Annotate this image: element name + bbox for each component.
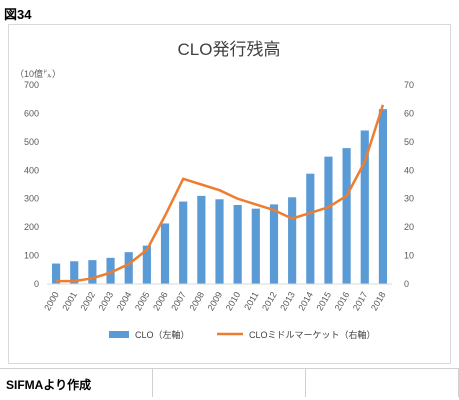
left-axis-ticks: 0 100 200 300 400 500 600 700 [24, 80, 39, 289]
right-tick-label: 10 [404, 251, 414, 261]
bar [342, 148, 351, 284]
legend: CLO（左軸） CLOミドルマーケット（右軸） [109, 329, 376, 340]
series-line [56, 104, 385, 283]
chart-frame: CLO発行残高 （10億㌦） 0 100 200 300 400 500 600 700 0 1… [8, 24, 451, 364]
bar [269, 204, 279, 284]
x-tick-label: 2014 [296, 290, 315, 312]
footer-divider [305, 369, 306, 397]
x-tick-label: 2006 [151, 290, 170, 312]
right-tick-label: 70 [404, 80, 414, 90]
line-series [56, 104, 385, 283]
bar [233, 204, 242, 284]
x-tick-label: 2015 [315, 290, 334, 312]
legend-line-label: CLOミドルマーケット（右軸） [249, 329, 376, 340]
bar [124, 252, 133, 284]
x-tick-label: 2008 [187, 290, 206, 312]
legend-bar-label: CLO（左軸） [135, 329, 190, 340]
x-tick-label: 2017 [351, 290, 370, 312]
x-tick-label: 2010 [224, 290, 243, 312]
bar [251, 208, 260, 284]
left-tick-label: 0 [34, 279, 39, 289]
x-tick-label: 2009 [206, 290, 225, 312]
right-tick-label: 0 [404, 279, 409, 289]
bar [378, 109, 388, 285]
right-tick-label: 20 [404, 222, 414, 232]
x-tick-label: 2011 [242, 290, 260, 312]
x-tick-label: 2003 [97, 290, 116, 312]
left-tick-label: 500 [24, 137, 39, 147]
bar [51, 263, 61, 284]
bar [106, 257, 115, 284]
left-tick-label: 300 [24, 194, 39, 204]
bar [288, 197, 297, 284]
x-axis-ticks: 2000 2001 2002 2003 2004 2005 2006 2007 2008 2009… [42, 290, 388, 312]
bar [324, 156, 333, 284]
footer-row: SIFMAより作成 [0, 368, 459, 397]
left-tick-label: 700 [24, 80, 39, 90]
left-tick-label: 400 [24, 165, 39, 175]
left-axis-unit: （10億㌦） [15, 68, 61, 79]
bar [88, 260, 97, 284]
chart-title: CLO発行残高 [178, 40, 281, 59]
bar [179, 201, 188, 284]
left-tick-label: 600 [24, 108, 39, 118]
right-axis-ticks: 0 10 20 30 40 50 60 70 [404, 80, 414, 289]
right-tick-label: 50 [404, 137, 414, 147]
figure-label: 図34 [4, 7, 32, 22]
footer-divider [152, 369, 153, 397]
chart-svg: CLO発行残高 （10億㌦） 0 100 200 300 400 500 600 700 0 1… [15, 40, 414, 340]
bar [160, 223, 170, 284]
x-tick-label: 2000 [42, 290, 61, 312]
right-tick-label: 30 [404, 194, 414, 204]
right-tick-label: 40 [404, 165, 414, 175]
x-tick-label: 2005 [133, 290, 152, 312]
x-tick-label: 2012 [260, 290, 279, 312]
bar [360, 130, 369, 284]
bar [142, 245, 151, 284]
x-tick-label: 2004 [115, 290, 134, 312]
bar [70, 261, 79, 284]
x-tick-label: 2001 [60, 290, 79, 312]
bar [215, 199, 224, 284]
x-tick-label: 2013 [278, 290, 297, 312]
x-tick-label: 2002 [78, 290, 97, 312]
right-tick-label: 60 [404, 108, 414, 118]
left-tick-label: 200 [24, 222, 39, 232]
source-note: SIFMAより作成 [6, 378, 92, 392]
bar [197, 195, 206, 284]
left-tick-label: 100 [24, 251, 39, 261]
x-tick-label: 2016 [333, 290, 352, 312]
bar-series [51, 109, 388, 285]
x-tick-label: 2007 [169, 290, 188, 312]
bar [306, 173, 315, 284]
legend-bar-swatch [109, 331, 129, 338]
x-tick-label: 2018 [369, 290, 388, 312]
